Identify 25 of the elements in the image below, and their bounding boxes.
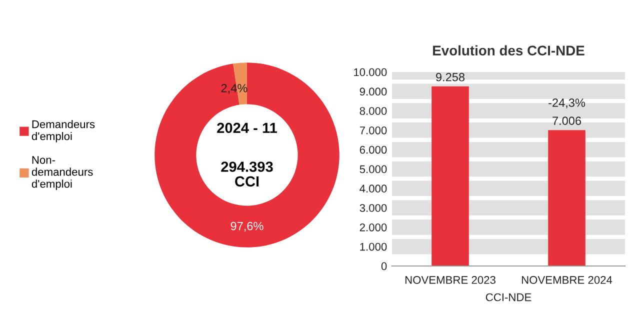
y-tick-label: 8.000 [360, 107, 387, 115]
legend-label: Demandeurs d'emploi [32, 120, 95, 142]
text: 2024 - 11 [217, 122, 278, 134]
y-tick-label: 7.000 [360, 126, 387, 134]
y-tick-label: 0 [381, 262, 387, 270]
y-tick-label: 3.000 [360, 204, 387, 212]
text: 294.393 CCI [221, 162, 273, 187]
x-tick-label: NOVEMBRE 2023 [405, 276, 496, 284]
x-axis-title: CCI-NDE [486, 293, 532, 302]
y-tick-label: 10.000 [354, 68, 387, 76]
data-label: 9.258 [436, 72, 465, 82]
data-label: 97,6% [230, 222, 264, 232]
y-tick-label: 9.000 [360, 88, 387, 96]
y-tick-label: 2.000 [360, 223, 387, 232]
y-tick-label: 5.000 [360, 165, 387, 174]
y-tick-label: 4.000 [360, 184, 387, 193]
data-label: 2,4% [221, 84, 248, 94]
donut-slice [154, 62, 340, 248]
annotation: -24,3% [548, 98, 586, 108]
x-tick-label: NOVEMBRE 2024 [522, 276, 612, 284]
chart-title: Evolution des CCI-NDE [433, 45, 584, 56]
y-tick-label: 1.000 [360, 242, 387, 251]
legend-label: Non-demandeurs d'emploi [32, 156, 93, 190]
data-label: 7.006 [552, 116, 582, 125]
y-tick-label: 6.000 [360, 146, 387, 154]
